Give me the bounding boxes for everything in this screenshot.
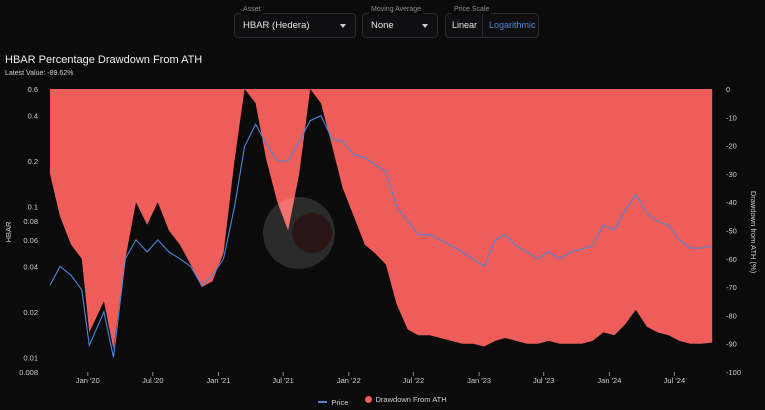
legend-item-drawdown[interactable]: Drawdown From ATH (364, 395, 447, 404)
x-tick-label: Jul '20 (142, 376, 163, 385)
moving-average-caption: Moving Average (369, 5, 424, 15)
right-tick-label: -100 (726, 368, 741, 377)
chevron-down-icon (422, 24, 428, 28)
x-tick-label: Jul '23 (533, 376, 554, 385)
latest-value: Latest Value: -89.62% (5, 70, 74, 77)
asset-caption: Asset (241, 5, 263, 15)
left-tick-label: 0.008 (19, 368, 38, 377)
right-tick-label: 0 (726, 85, 730, 94)
x-tick-label: Jul '21 (272, 376, 293, 385)
right-tick-label: -90 (726, 340, 737, 349)
right-tick-label: -30 (726, 170, 737, 179)
scale-linear-button[interactable]: Linear (452, 20, 478, 30)
x-tick-label: Jan '20 (76, 376, 100, 385)
chart-title: HBAR Percentage Drawdown From ATH (5, 54, 203, 66)
left-axis: 0.6 0.4 0.2 0.1 0.08 0.06 0.04 0.02 0.01 0.008 (19, 85, 38, 377)
right-tick-label: -60 (726, 255, 737, 264)
right-tick-label: -80 (726, 311, 737, 320)
price-scale-toggle: Price Scale Linear Logarithmic (445, 5, 539, 38)
plot-area (49, 89, 713, 358)
segment-divider (482, 14, 483, 37)
legend-label-price: Price (331, 397, 349, 407)
price-line-swatch (318, 401, 328, 403)
asset-value: HBAR (Hedera) (243, 20, 310, 31)
right-tick-label: -70 (726, 283, 737, 292)
x-axis: Jan '20 Jul '20 Jan '21 Jul '21 Jan '22 Jul '… (76, 372, 685, 385)
left-tick-label: 0.2 (28, 157, 38, 166)
left-tick-label: 0.01 (23, 353, 38, 362)
legend: Price Drawdown From ATH (0, 395, 765, 407)
price-line (49, 114, 713, 358)
drawdown-dot-swatch (364, 396, 372, 403)
left-tick-label: 0.02 (23, 308, 38, 317)
x-tick-label: Jan '21 (207, 376, 231, 385)
left-axis-label: HBAR (4, 221, 13, 242)
x-tick-label: Jul '22 (403, 376, 424, 385)
legend-item-price[interactable]: Price (318, 398, 348, 407)
moving-average-select[interactable]: Moving Average None (362, 5, 438, 38)
left-tick-label: 0.08 (23, 217, 38, 226)
watermark-logo (263, 197, 335, 269)
x-tick-label: Jan '24 (597, 376, 621, 385)
left-tick-label: 0.4 (28, 112, 38, 121)
x-tick-label: Jan '23 (467, 376, 491, 385)
drawdown-area (50, 89, 713, 350)
x-tick-label: Jul '24 (664, 376, 685, 385)
x-tick-label: Jan '22 (337, 376, 361, 385)
left-tick-label: 0.04 (23, 263, 38, 272)
left-tick-label: 0.1 (28, 202, 38, 211)
right-tick-label: -40 (726, 198, 737, 207)
right-tick-label: -50 (726, 227, 737, 236)
right-tick-label: -20 (726, 142, 737, 151)
right-axis: 0 -10 -20 -30 -40 -50 -60 -70 -80 -90 -100 (726, 85, 741, 377)
price-scale-caption: Price Scale (452, 5, 492, 15)
scale-logarithmic-button[interactable]: Logarithmic (489, 20, 536, 30)
legend-label-drawdown: Drawdown From ATH (375, 395, 447, 404)
left-tick-label: 0.06 (23, 236, 38, 245)
right-axis-label: Drawdown from ATH (%) (749, 191, 758, 274)
moving-average-value: None (371, 20, 394, 31)
right-tick-label: -10 (726, 113, 737, 122)
chevron-down-icon (340, 24, 346, 28)
left-tick-label: 0.6 (28, 85, 38, 94)
asset-select[interactable]: Asset HBAR (Hedera) (234, 5, 356, 38)
